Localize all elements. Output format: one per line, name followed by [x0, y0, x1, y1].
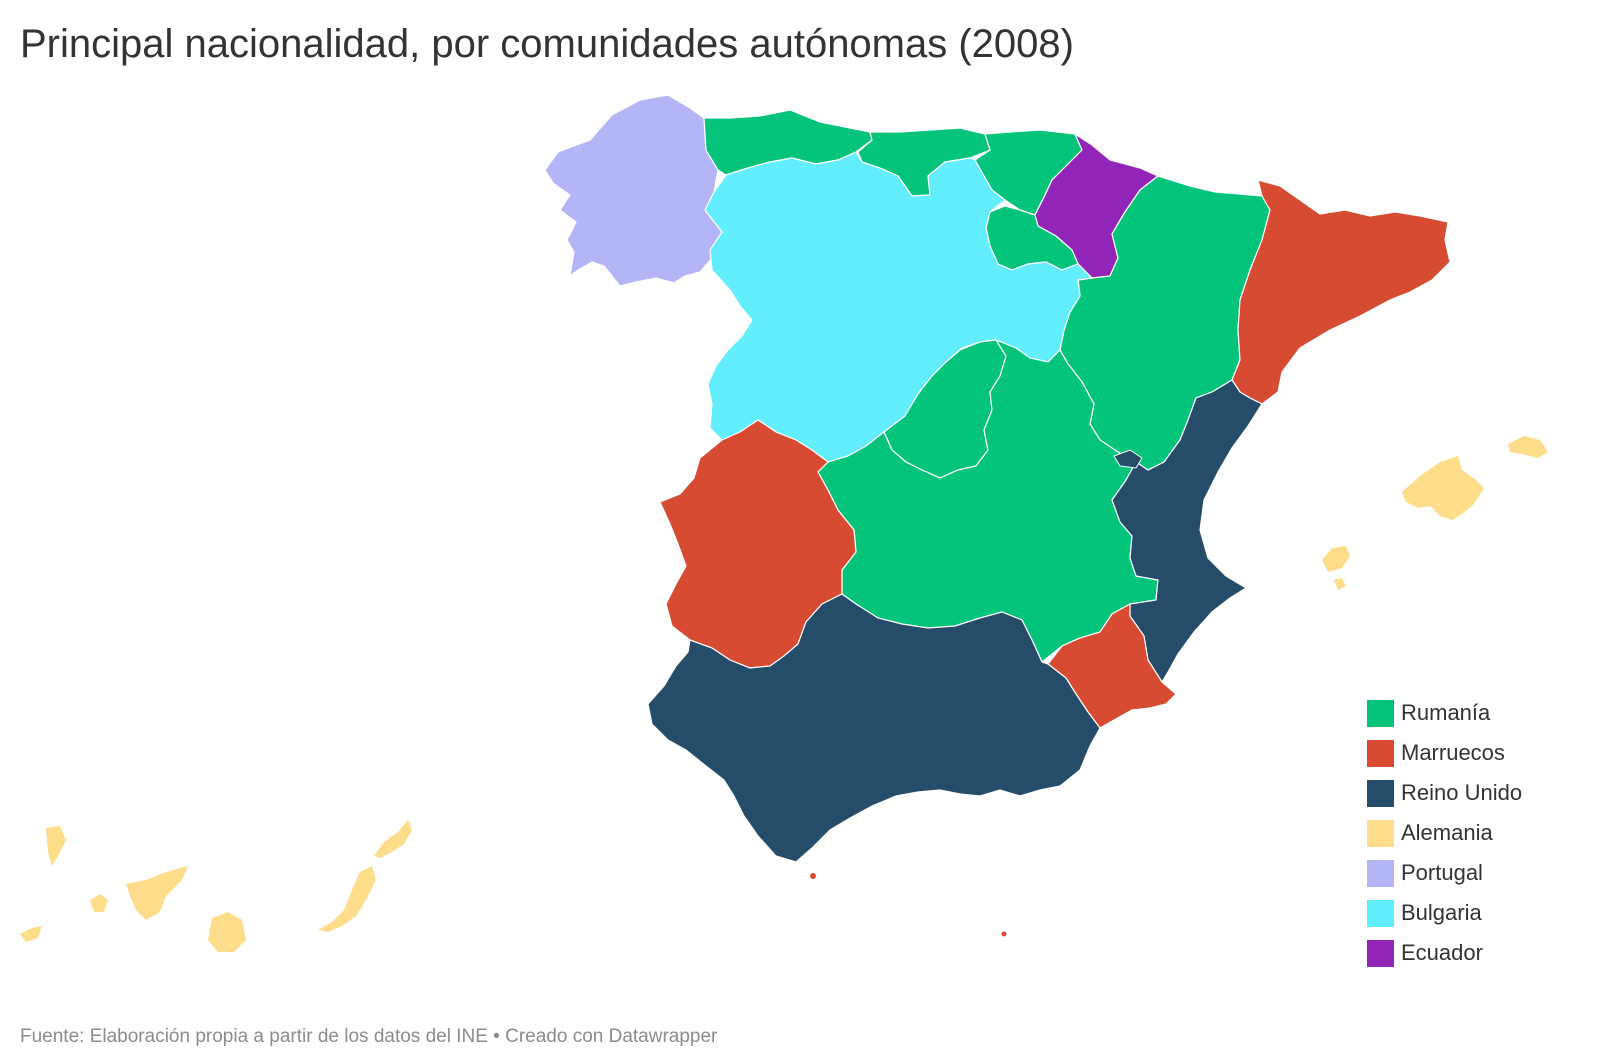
legend-item: Portugal [1367, 853, 1587, 893]
legend-swatch [1367, 739, 1394, 767]
legend-swatch [1367, 819, 1394, 847]
legend-item: Alemania [1367, 813, 1587, 853]
region-fuerteventura[interactable] [318, 866, 376, 932]
legend-swatch [1367, 859, 1394, 887]
legend-label: Rumanía [1401, 700, 1491, 725]
legend-item: Marruecos [1367, 733, 1587, 773]
legend-item: Ecuador [1367, 933, 1587, 973]
region-formentera[interactable] [1334, 578, 1346, 590]
legend-item: Bulgaria [1367, 893, 1587, 933]
legend-item: Reino Unido [1367, 773, 1587, 813]
region-melilla[interactable] [1001, 931, 1007, 937]
region-el-hierro[interactable] [20, 926, 42, 942]
region-valenciana[interactable] [1111, 379, 1263, 684]
legend-label: Portugal [1401, 860, 1483, 885]
legend-swatch [1367, 899, 1394, 927]
region-lanzarote[interactable] [374, 820, 412, 858]
region-cataluna[interactable] [1231, 179, 1451, 405]
region-ibiza[interactable] [1322, 546, 1350, 572]
region-valenciana-enclave [1113, 449, 1143, 469]
legend-label: Ecuador [1401, 940, 1483, 965]
legend-swatch [1367, 779, 1394, 807]
region-la-gomera[interactable] [90, 894, 108, 912]
legend-item: Rumanía [1367, 693, 1587, 733]
legend-swatch [1367, 939, 1394, 967]
region-ceuta[interactable] [810, 873, 816, 879]
region-menorca[interactable] [1508, 436, 1548, 458]
region-mallorca[interactable] [1402, 456, 1484, 520]
legend-label: Alemania [1401, 820, 1493, 845]
region-gran-canaria[interactable] [208, 912, 246, 952]
source-note: Fuente: Elaboración propia a partir de l… [20, 1026, 718, 1047]
region-galicia[interactable] [544, 94, 723, 287]
region-andalucia[interactable] [647, 593, 1101, 863]
region-la-palma[interactable] [46, 826, 66, 866]
legend: Rumanía Marruecos Reino Unido Alemania P… [1367, 693, 1587, 973]
chart-title: Principal nacionalidad, por comunidades … [20, 22, 1074, 66]
legend-label: Bulgaria [1401, 900, 1482, 925]
region-murcia[interactable] [1047, 602, 1177, 729]
region-tenerife[interactable] [126, 866, 188, 920]
legend-label: Reino Unido [1401, 780, 1523, 805]
legend-swatch [1367, 699, 1394, 727]
legend-label: Marruecos [1401, 740, 1505, 765]
